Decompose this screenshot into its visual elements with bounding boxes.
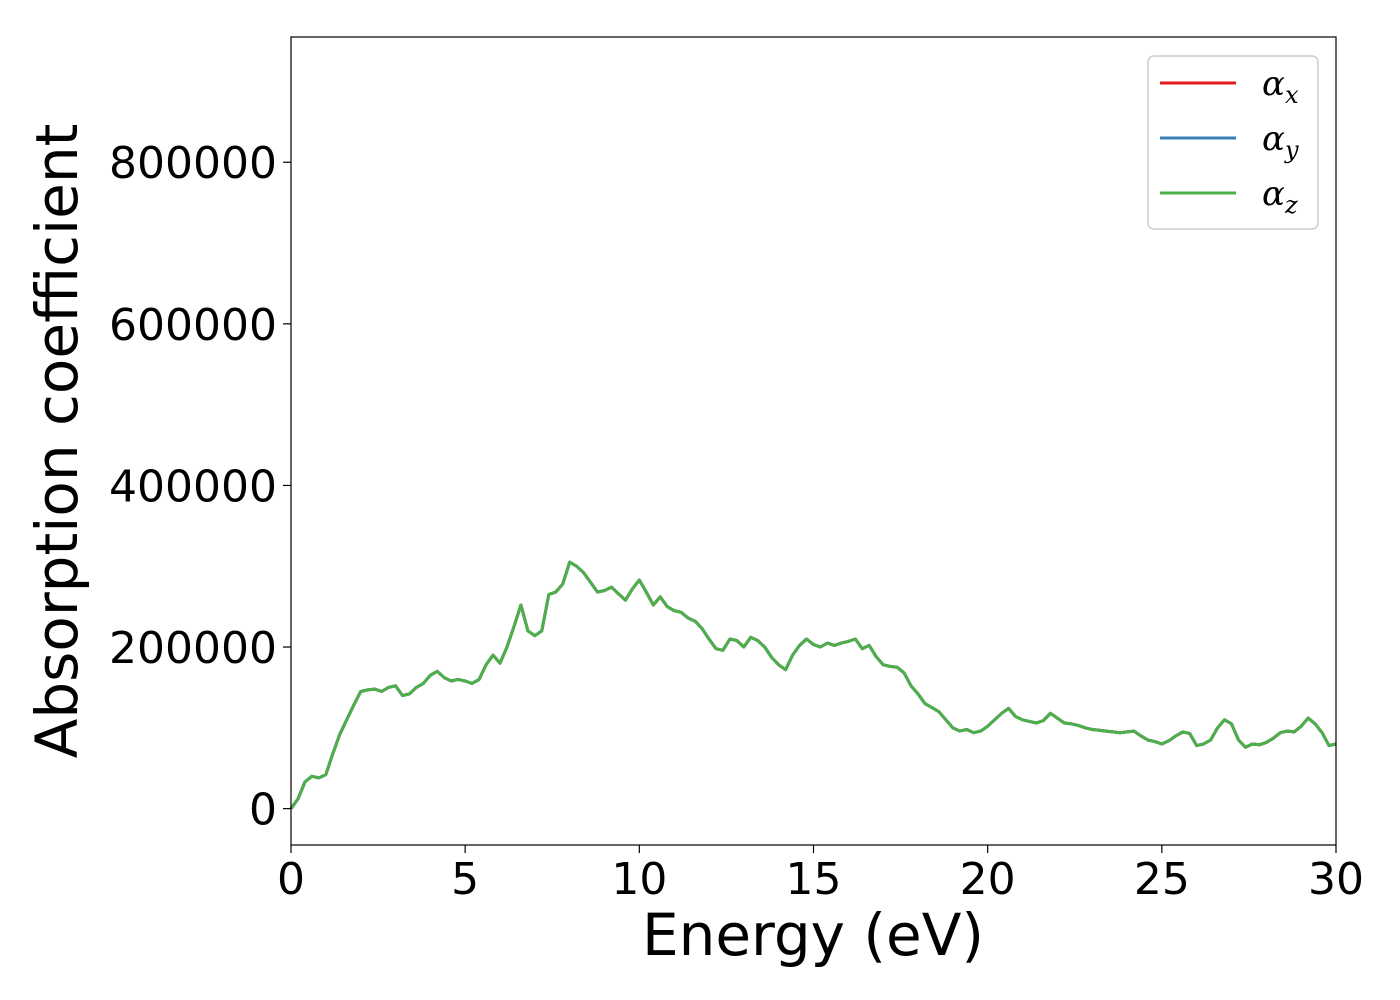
x-tick-label: 20 (960, 854, 1016, 905)
x-tick-label: 15 (786, 854, 842, 905)
legend-label-y: αy (1262, 119, 1299, 164)
y-tick-label: 0 (249, 785, 277, 836)
x-axis-label: Energy (eV) (642, 901, 984, 969)
y-axis: 0 200000 400000 600000 800000 (109, 138, 291, 836)
y-tick-label: 400000 (109, 461, 277, 512)
x-tick-label: 30 (1308, 854, 1364, 905)
series-line-z (289, 560, 1337, 810)
y-tick-label: 800000 (109, 138, 277, 189)
x-tick-label: 10 (611, 854, 667, 905)
x-tick-label: 0 (277, 854, 305, 905)
y-tick-label: 200000 (109, 623, 277, 674)
x-tick-label: 5 (451, 854, 479, 905)
y-tick-label: 600000 (109, 300, 277, 351)
legend-label-x: αx (1262, 64, 1299, 109)
legend-box (1147, 55, 1319, 230)
x-tick-label: 25 (1134, 854, 1190, 905)
y-axis-label: Absorption coefficient (23, 124, 91, 759)
x-axis: 0 5 10 15 20 25 30 (277, 845, 1364, 905)
plot-lines (289, 560, 1337, 810)
